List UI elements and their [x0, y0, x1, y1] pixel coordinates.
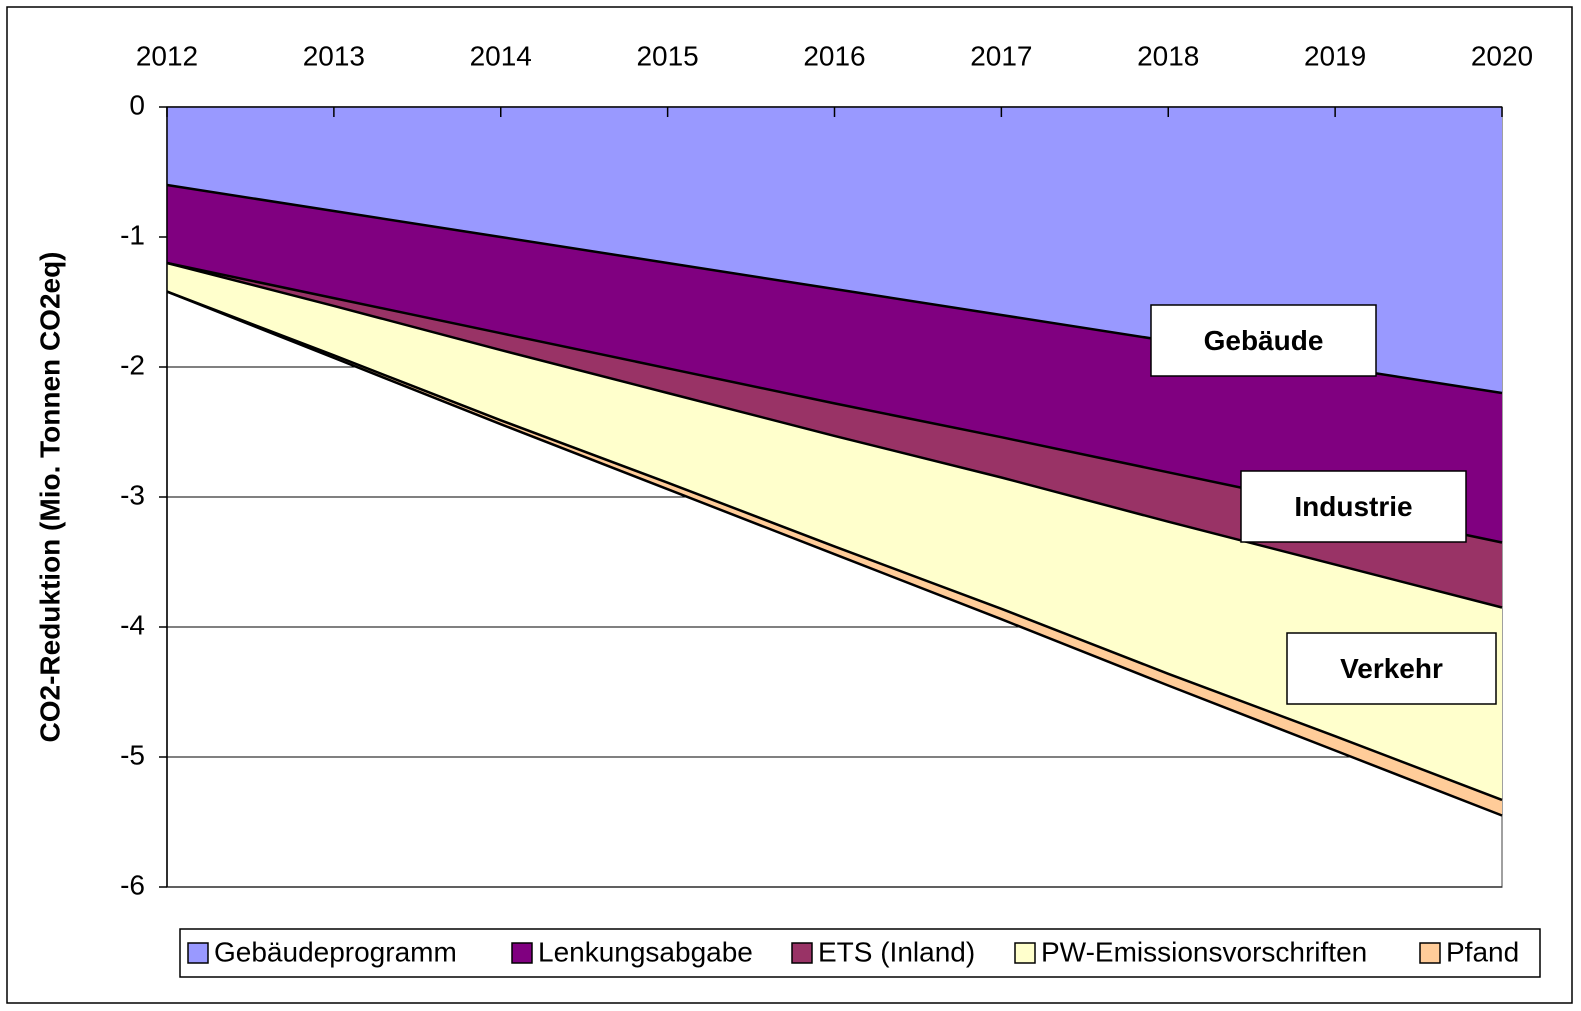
legend-label: ETS (Inland): [818, 936, 975, 967]
annotation-box: [1150, 304, 1377, 377]
y-tick-label: -1: [120, 219, 145, 250]
x-tick-label: 2020: [1471, 40, 1533, 71]
annotation: Gebäude: [1204, 325, 1324, 356]
annotation-box: [1240, 470, 1467, 543]
annotation: Industrie: [1294, 491, 1412, 522]
legend-label: Lenkungsabgabe: [538, 936, 753, 967]
y-axis-label: CO2-Reduktion (Mio. Tonnen CO2eq): [34, 251, 65, 742]
legend-label: PW-Emissionsvorschriften: [1041, 936, 1367, 967]
legend-swatch: [1014, 942, 1036, 964]
x-tick-label: 2015: [636, 40, 698, 71]
legend-swatch: [187, 942, 209, 964]
annotation: Verkehr: [1340, 653, 1443, 684]
area: [167, 263, 1502, 800]
y-tick-label: -2: [120, 349, 145, 380]
area-edge: [166, 261, 1503, 609]
legend-label: Pfand: [1446, 936, 1519, 967]
x-tick-label: 2016: [803, 40, 865, 71]
y-tick-label: 0: [129, 89, 145, 120]
y-tick-label: -3: [120, 479, 145, 510]
x-tick-label: 2014: [470, 40, 532, 71]
legend-swatch: [1419, 942, 1441, 964]
legend-label: Gebäudeprogramm: [214, 936, 457, 967]
area-edge: [166, 290, 1503, 817]
x-tick-label: 2018: [1137, 40, 1199, 71]
x-tick-label: 2013: [303, 40, 365, 71]
legend: [179, 928, 1541, 978]
y-tick-label: -6: [120, 869, 145, 900]
x-tick-label: 2017: [970, 40, 1032, 71]
area: [167, 185, 1502, 543]
legend-swatch: [791, 942, 813, 964]
y-tick-label: -5: [120, 739, 145, 770]
annotation-box: [1286, 632, 1497, 705]
legend-swatch: [511, 942, 533, 964]
x-tick-label: 2019: [1304, 40, 1366, 71]
y-tick-label: -4: [120, 609, 145, 640]
area-edge: [166, 290, 1503, 802]
x-tick-label: 2012: [136, 40, 198, 71]
